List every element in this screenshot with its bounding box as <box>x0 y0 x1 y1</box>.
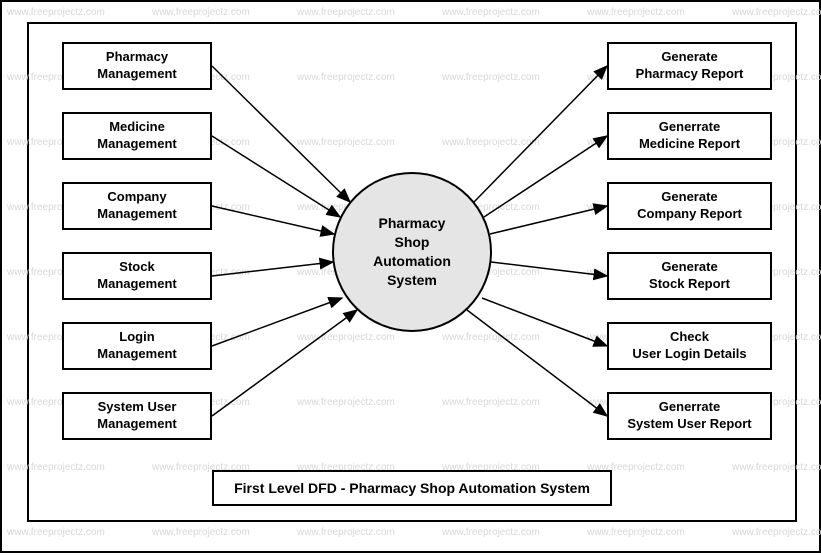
watermark-text: www.freeprojectz.com <box>732 527 821 538</box>
watermark-text: www.freeprojectz.com <box>152 7 250 18</box>
box-label: GenerateStock Report <box>649 259 730 293</box>
left-entity-2: CompanyManagement <box>62 182 212 230</box>
left-entity-1: MedicineManagement <box>62 112 212 160</box>
box-label: StockManagement <box>97 259 176 293</box>
watermark-text: www.freeprojectz.com <box>152 527 250 538</box>
right-entity-5: GenerrateSystem User Report <box>607 392 772 440</box>
right-entity-0: GeneratePharmacy Report <box>607 42 772 90</box>
right-entity-2: GenerateCompany Report <box>607 182 772 230</box>
watermark-text: www.freeprojectz.com <box>297 7 395 18</box>
box-label: GenerateCompany Report <box>637 189 742 223</box>
watermark-text: www.freeprojectz.com <box>732 7 821 18</box>
box-label: GenerrateSystem User Report <box>627 399 751 433</box>
box-label: GenerrateMedicine Report <box>639 119 740 153</box>
right-entity-3: GenerateStock Report <box>607 252 772 300</box>
box-label: PharmacyManagement <box>97 49 176 83</box>
watermark-text: www.freeprojectz.com <box>587 527 685 538</box>
diagram-title-box: First Level DFD - Pharmacy Shop Automati… <box>212 470 612 506</box>
box-label: System UserManagement <box>97 399 176 433</box>
diagram-title: First Level DFD - Pharmacy Shop Automati… <box>234 480 590 496</box>
box-label: LoginManagement <box>97 329 176 363</box>
right-entity-4: CheckUser Login Details <box>607 322 772 370</box>
left-entity-4: LoginManagement <box>62 322 212 370</box>
watermark-text: www.freeprojectz.com <box>442 7 540 18</box>
watermark-text: www.freeprojectz.com <box>297 527 395 538</box>
box-label: GeneratePharmacy Report <box>636 49 744 83</box>
left-entity-3: StockManagement <box>62 252 212 300</box>
watermark-text: www.freeprojectz.com <box>587 7 685 18</box>
watermark-text: www.freeprojectz.com <box>7 7 105 18</box>
center-label: PharmacyShopAutomationSystem <box>373 214 451 290</box>
right-entity-1: GenerrateMedicine Report <box>607 112 772 160</box>
left-entity-5: System UserManagement <box>62 392 212 440</box>
center-process: PharmacyShopAutomationSystem <box>332 172 492 332</box>
watermark-text: www.freeprojectz.com <box>442 527 540 538</box>
box-label: CheckUser Login Details <box>632 329 746 363</box>
box-label: CompanyManagement <box>97 189 176 223</box>
box-label: MedicineManagement <box>97 119 176 153</box>
watermark-text: www.freeprojectz.com <box>7 527 105 538</box>
left-entity-0: PharmacyManagement <box>62 42 212 90</box>
